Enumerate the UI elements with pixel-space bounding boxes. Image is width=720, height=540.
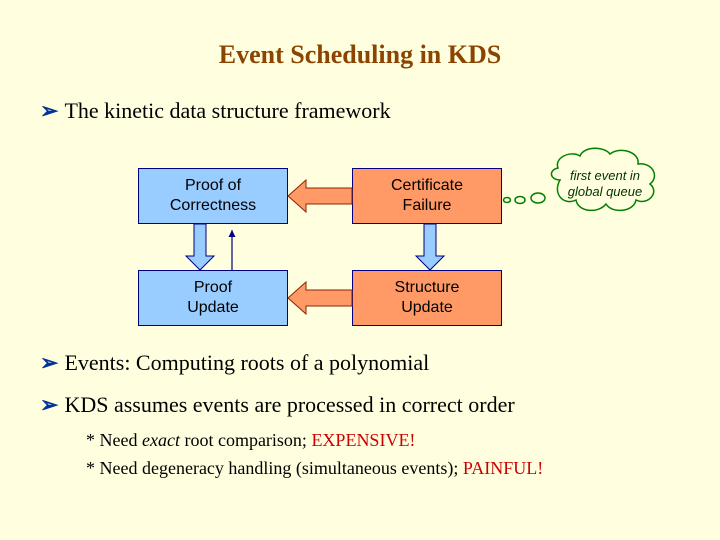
s1-red: EXPENSIVE! — [311, 430, 415, 450]
poc-l1: Proof of — [185, 177, 241, 194]
s1-em: exact — [142, 430, 180, 450]
bullet-2: ➢Events: Computing roots of a polynomial — [40, 350, 429, 376]
box-certificate-failure: Certificate Failure — [352, 168, 502, 224]
bullet-arrow-icon: ➢ — [40, 350, 58, 375]
bullet-2-text: Events: Computing roots of a polynomial — [64, 350, 429, 375]
su-l1: Structure — [395, 279, 460, 296]
sub-2: * Need degeneracy handling (simultaneous… — [86, 458, 543, 479]
pu-l2: Update — [187, 299, 239, 316]
arrow-poc-to-pu — [186, 224, 214, 270]
box-structure-update: Structure Update — [352, 270, 502, 326]
arrow-cf-to-poc — [288, 180, 352, 212]
bullet-1: ➢The kinetic data structure framework — [40, 98, 391, 124]
cloud-l1: first event in — [570, 168, 640, 183]
sub-1: * Need exact root comparison; EXPENSIVE! — [86, 430, 415, 451]
bullet-arrow-icon: ➢ — [40, 392, 58, 417]
bullet-3: ➢KDS assumes events are processed in cor… — [40, 392, 515, 418]
arrow-su-to-pu — [288, 282, 352, 314]
cf-l1: Certificate — [391, 177, 463, 194]
cloud-label: first event in global queue — [560, 168, 650, 201]
su-l2: Update — [401, 299, 453, 316]
s2-pre: * Need degeneracy handling (simultaneous… — [86, 458, 463, 478]
cf-l2: Failure — [403, 197, 452, 214]
bullet-arrow-icon: ➢ — [40, 98, 58, 123]
s2-red: PAINFUL! — [463, 458, 543, 478]
pu-l1: Proof — [194, 279, 232, 296]
s1-pre: * Need — [86, 430, 142, 450]
bullet-3-text: KDS assumes events are processed in corr… — [64, 392, 514, 417]
slide-title: Event Scheduling in KDS — [0, 40, 720, 70]
poc-l2: Correctness — [170, 197, 256, 214]
bullet-1-text: The kinetic data structure framework — [64, 98, 390, 123]
arrow-cf-to-su — [416, 224, 444, 270]
cloud-l2: global queue — [568, 184, 642, 199]
box-proof-update: Proof Update — [138, 270, 288, 326]
box-proof-of-correctness: Proof of Correctness — [138, 168, 288, 224]
s1-mid: root comparison; — [180, 430, 311, 450]
